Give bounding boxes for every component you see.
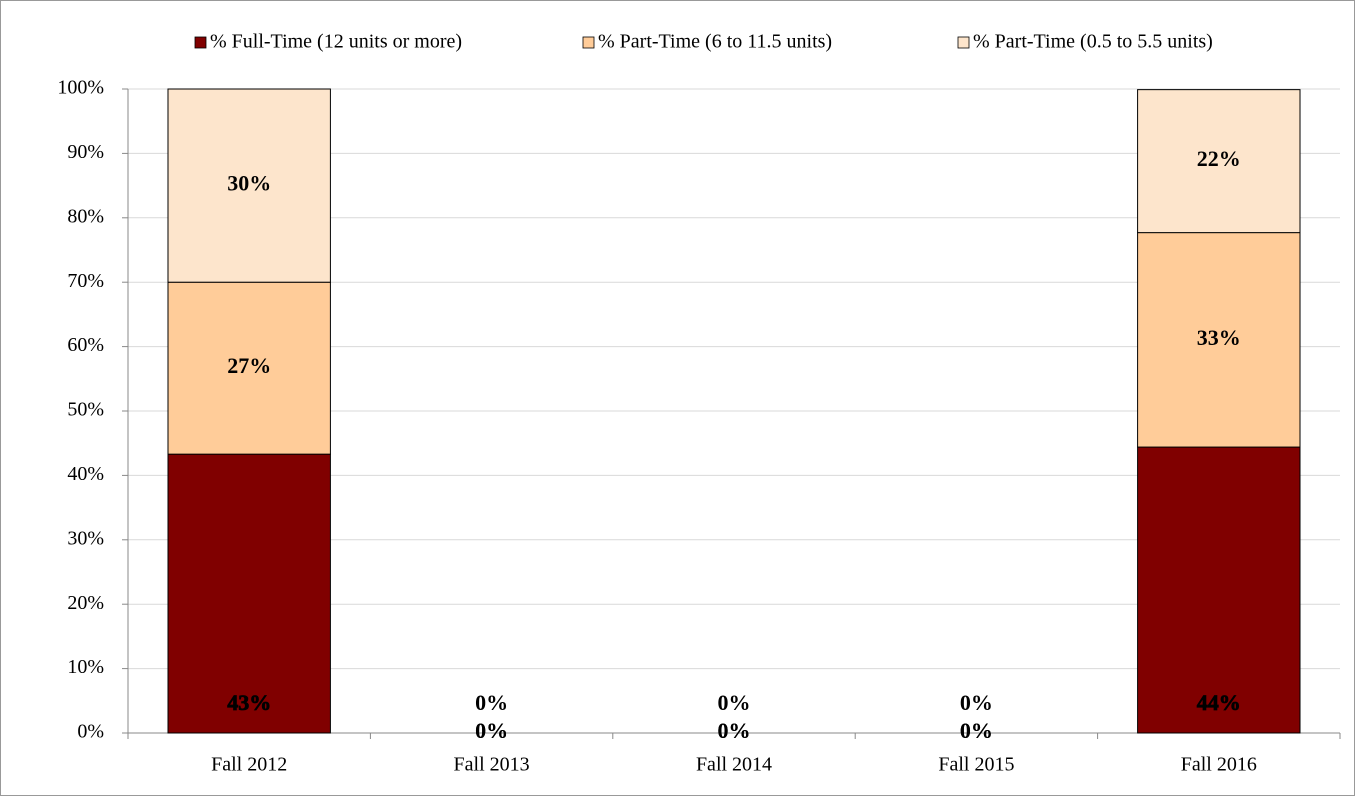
x-tick-label: Fall 2012	[211, 754, 287, 776]
data-label: 22%	[1197, 146, 1241, 171]
bar-segment	[167, 453, 331, 734]
data-label: 43%	[227, 690, 271, 715]
legend-swatch	[957, 36, 970, 49]
bar-segment	[1137, 89, 1301, 234]
data-label: 0%	[718, 718, 751, 743]
bar-segment	[167, 88, 331, 283]
x-tick-label: Fall 2015	[938, 754, 1014, 776]
bar-segment	[1137, 446, 1301, 734]
y-tick-label: 50%	[67, 399, 104, 421]
y-tick-label: 70%	[67, 270, 104, 292]
x-tick-label: Fall 2016	[1181, 754, 1257, 776]
y-tick-label: 90%	[67, 141, 104, 163]
y-tick-label: 30%	[67, 527, 104, 549]
data-label: 0%	[475, 718, 508, 743]
data-label: 30%	[227, 171, 271, 196]
data-label: 44%	[1197, 690, 1241, 715]
data-label: 33%	[1197, 325, 1241, 350]
legend-label: % Full-Time (12 units or more)	[210, 31, 462, 53]
data-label: 0%	[718, 718, 751, 743]
data-label: 27%	[227, 353, 271, 378]
y-tick-label: 20%	[67, 592, 104, 614]
data-label: 0%	[960, 718, 993, 743]
y-tick-label: 40%	[67, 463, 104, 485]
y-tick-label: 10%	[67, 656, 104, 678]
legend-swatch	[194, 36, 207, 49]
bar-segment	[1137, 232, 1301, 448]
x-tick-label: Fall 2013	[454, 754, 530, 776]
data-label: 0%	[960, 718, 993, 743]
legend-swatch	[582, 36, 595, 49]
y-tick-label: 100%	[57, 77, 104, 99]
y-tick-label: 60%	[67, 334, 104, 356]
y-tick-label: 0%	[77, 721, 104, 743]
data-label: 0%	[718, 690, 751, 715]
bar-segment	[167, 281, 331, 455]
data-label: 0%	[960, 690, 993, 715]
legend-label: % Part-Time (0.5 to 5.5 units)	[973, 31, 1213, 53]
x-tick-label: Fall 2014	[696, 754, 772, 776]
y-tick-label: 80%	[67, 205, 104, 227]
legend-label: % Part-Time (6 to 11.5 units)	[598, 31, 832, 53]
data-label: 0%	[475, 690, 508, 715]
data-label: 0%	[475, 718, 508, 743]
